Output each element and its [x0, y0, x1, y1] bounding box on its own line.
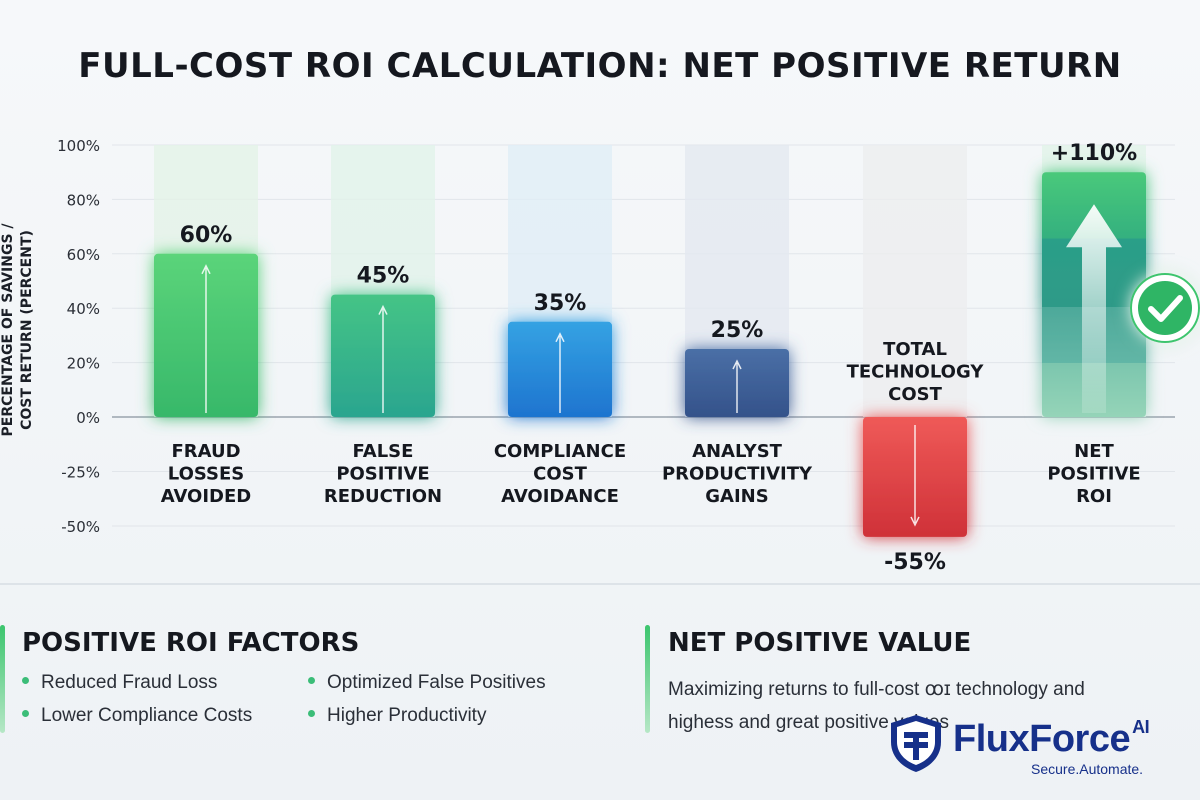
bullet-icon: [308, 710, 315, 718]
factor-item: Optimized False Positives: [308, 672, 546, 694]
bar-value-label: 45%: [357, 264, 410, 289]
y-tick-label: 100%: [57, 137, 100, 155]
value-accent-bar: [645, 625, 650, 733]
y-tick-label: -25%: [61, 464, 100, 482]
check-icon: [1148, 295, 1183, 322]
check-badge-fill: [1138, 281, 1192, 335]
y-tick-label: 40%: [67, 300, 100, 318]
bar-value-label: -55%: [884, 550, 946, 575]
chart-title: FULL-COST ROI CALCULATION: NET POSITIVE …: [78, 46, 1122, 86]
category-label: ANALYST PRODUCTIVITY GAINS: [662, 441, 813, 507]
y-tick-label: 60%: [67, 246, 100, 264]
factor-item: Higher Productivity: [308, 705, 486, 727]
logo-tagline: Secure.Automate.: [1031, 761, 1144, 777]
roi-bar-chart: 100% 80% 60% 40% 20% 0% -25% -50% PERCENTAGE OF …: [0, 137, 1200, 575]
bar-value-label: 60%: [180, 223, 233, 248]
bullet-icon: [22, 677, 29, 685]
bar-value-label: 25%: [711, 318, 764, 343]
value-panel-text: Maximizing returns to full-cost ꝏɪ techn…: [668, 679, 1085, 733]
factor-item: Reduced Fraud Loss: [22, 672, 217, 694]
bar-arrow-head: [378, 304, 388, 315]
section-divider: [0, 583, 1200, 585]
bar-arrow-head: [910, 516, 920, 527]
bar-value-label: +110%: [1051, 141, 1137, 166]
y-tick-label: -50%: [61, 518, 100, 536]
bar-arrow-head: [732, 359, 742, 370]
category-label: NET POSITIVE ROI: [1047, 441, 1140, 507]
logo-name: FluxForce AI: [953, 717, 1150, 760]
y-tick-label: 0%: [76, 409, 100, 427]
y-tick-label: 20%: [67, 355, 100, 373]
factors-panel-title: POSITIVE ROI FACTORS: [22, 628, 360, 658]
bar-arrow-head: [201, 264, 211, 275]
factor-item: Lower Compliance Costs: [22, 705, 252, 727]
bullet-icon: [308, 677, 315, 685]
category-label: FALSE POSITIVE REDUCTION: [324, 441, 442, 507]
shield-icon: [891, 715, 941, 772]
company-logo: FluxForce AI Secure.Automate.: [885, 712, 1185, 792]
bar-arrow-head: [555, 332, 565, 343]
up-arrow-icon: [1066, 204, 1122, 413]
category-label: COMPLIANCE COST AVOIDANCE: [494, 441, 626, 507]
bullet-icon: [22, 710, 29, 718]
column-track: [863, 145, 967, 417]
value-panel-title: NET POSITIVE VALUE: [668, 628, 972, 658]
y-tick-label: 80%: [67, 191, 100, 209]
category-label: TOTAL TECHNOLOGY COST: [847, 339, 985, 405]
y-axis-title: PERCENTAGE OF SAVINGS / COST RETURN (PERC…: [0, 223, 35, 437]
factors-accent-bar: [0, 625, 5, 733]
bar-value-label: 35%: [534, 291, 587, 316]
category-label: FRAUD LOSSES AVOIDED: [161, 441, 252, 507]
